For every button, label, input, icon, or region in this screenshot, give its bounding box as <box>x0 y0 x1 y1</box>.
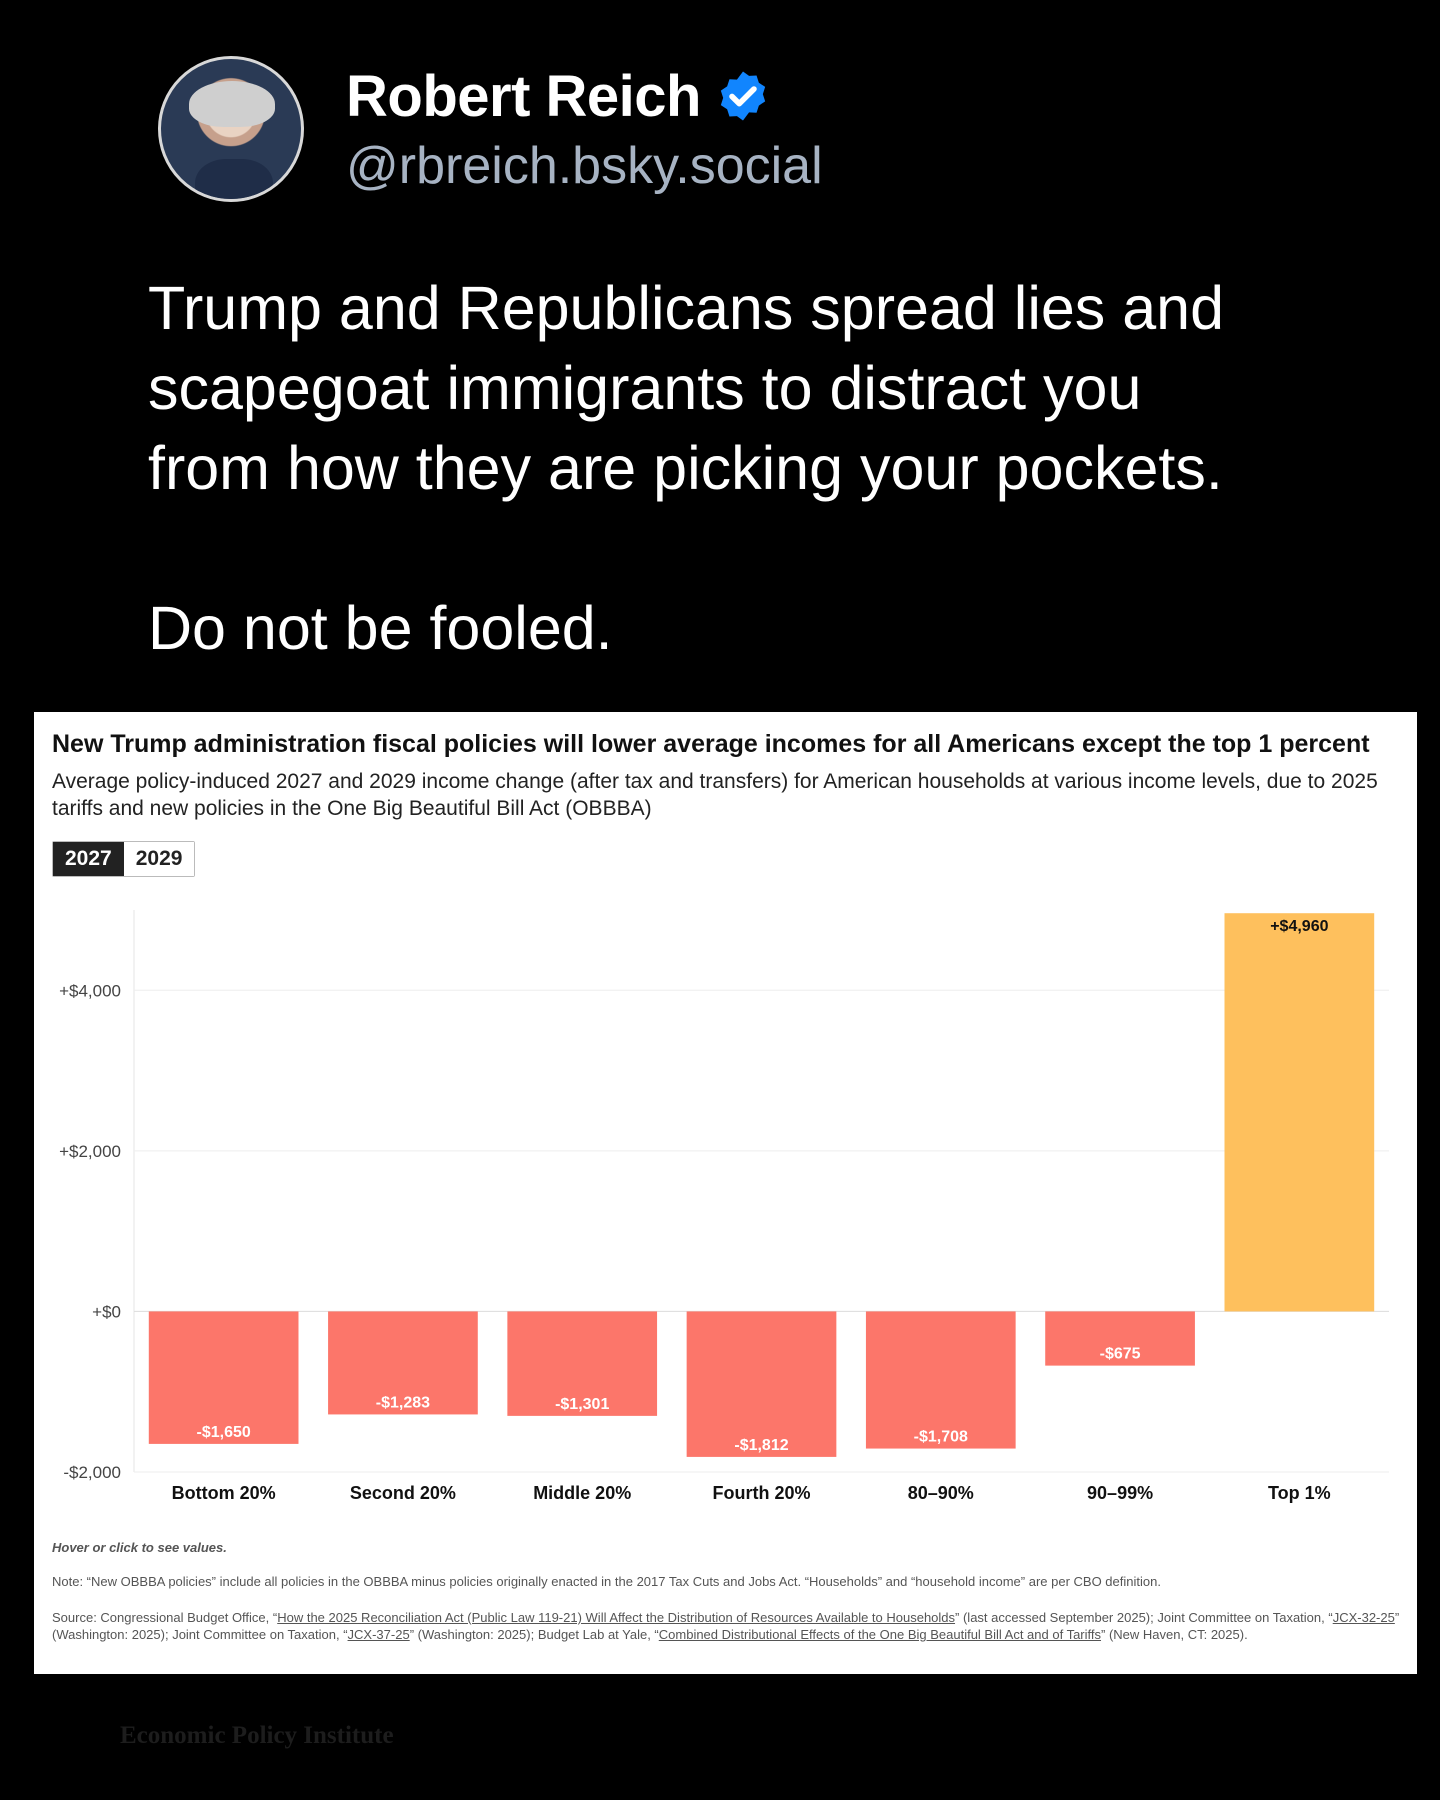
x-category-label: Bottom 20% <box>172 1483 276 1503</box>
source-link-jcx-32-25[interactable]: JCX-32-25 <box>1332 1610 1395 1625</box>
post-text: Trump and Republicans spread lies and sc… <box>148 268 1348 668</box>
bar <box>1045 1311 1195 1366</box>
bar <box>686 1311 837 1457</box>
bar <box>148 1311 299 1444</box>
bar-value-label: +$4,960 <box>1270 918 1328 935</box>
source-text: ” (Washington: 2025); Joint Committee on… <box>52 1610 1400 1642</box>
source-link-jcx-37-25[interactable]: JCX-37-25 <box>347 1627 410 1642</box>
handle[interactable]: @rbreich.bsky.social <box>346 136 823 195</box>
x-category-label: Second 20% <box>350 1483 456 1503</box>
post-header: Robert Reich @rbreich.bsky.social <box>158 56 823 202</box>
chart-note: Note: “New OBBBA policies” include all p… <box>52 1574 1161 1589</box>
y-tick-label: +$2,000 <box>59 1142 121 1161</box>
source-text: ” (Washington: 2025); Budget Lab at Yale… <box>409 1627 659 1642</box>
chart-card: New Trump administration fiscal policies… <box>34 712 1417 1674</box>
toggle-2027[interactable]: 2027 <box>53 842 124 876</box>
hover-hint: Hover or click to see values. <box>52 1540 227 1555</box>
y-tick-label: -$2,000 <box>63 1463 121 1482</box>
avatar[interactable] <box>158 56 304 202</box>
chart-subtitle: Average policy-induced 2027 and 2029 inc… <box>52 770 1378 820</box>
x-category-label: Middle 20% <box>533 1483 631 1503</box>
source-link-cbo[interactable]: How the 2025 Reconciliation Act (Public … <box>277 1610 956 1625</box>
bar-value-label: -$1,283 <box>376 1394 430 1411</box>
source-text: Source: Congressional Budget Office, “ <box>52 1610 278 1625</box>
x-category-label: 80–90% <box>908 1483 974 1503</box>
source-text: ” (New Haven, CT: 2025). <box>1101 1627 1248 1642</box>
year-toggle: 2027 2029 <box>52 841 196 877</box>
author-names: Robert Reich @rbreich.bsky.social <box>346 63 823 196</box>
x-category-label: Top 1% <box>1268 1483 1331 1503</box>
post-text-line: scapegoat immigrants to distract you <box>148 354 1142 422</box>
source-text: ” (last accessed September 2025); Joint … <box>955 1610 1333 1625</box>
bar-value-label: -$1,708 <box>914 1429 968 1446</box>
x-category-label: Fourth 20% <box>712 1483 810 1503</box>
chart-source: Source: Congressional Budget Office, “Ho… <box>52 1609 1402 1643</box>
bar <box>1224 913 1375 1312</box>
verified-check-icon <box>720 71 766 121</box>
source-link-budget-lab[interactable]: Combined Distributional Effects of the O… <box>658 1627 1102 1642</box>
bar <box>328 1311 478 1415</box>
x-category-label: 90–99% <box>1087 1483 1153 1503</box>
post-text-line: Trump and Republicans spread lies and <box>148 274 1225 342</box>
bar-chart: -$2,000 +$0 +$2,000 +$4,000 -$1,650 Bottom 20… <box>59 910 1389 1503</box>
y-tick-label: +$0 <box>92 1302 121 1321</box>
post-text-line: Do not be fooled. <box>148 594 613 662</box>
y-tick-label: +$4,000 <box>59 981 121 1000</box>
bar-value-label: -$675 <box>1100 1346 1141 1363</box>
post-text-line: from how they are picking your pockets. <box>148 434 1223 502</box>
bar-value-label: -$1,301 <box>555 1396 609 1413</box>
bar-value-label: -$1,650 <box>197 1424 251 1441</box>
toggle-2029[interactable]: 2029 <box>123 842 195 876</box>
display-name[interactable]: Robert Reich <box>346 63 701 129</box>
chart-title: New Trump administration fiscal policies… <box>52 730 1370 758</box>
watermark: Economic Policy Institute <box>120 1722 394 1749</box>
bar <box>865 1311 1016 1449</box>
bar-value-label: -$1,812 <box>734 1437 788 1454</box>
bar <box>507 1311 658 1416</box>
